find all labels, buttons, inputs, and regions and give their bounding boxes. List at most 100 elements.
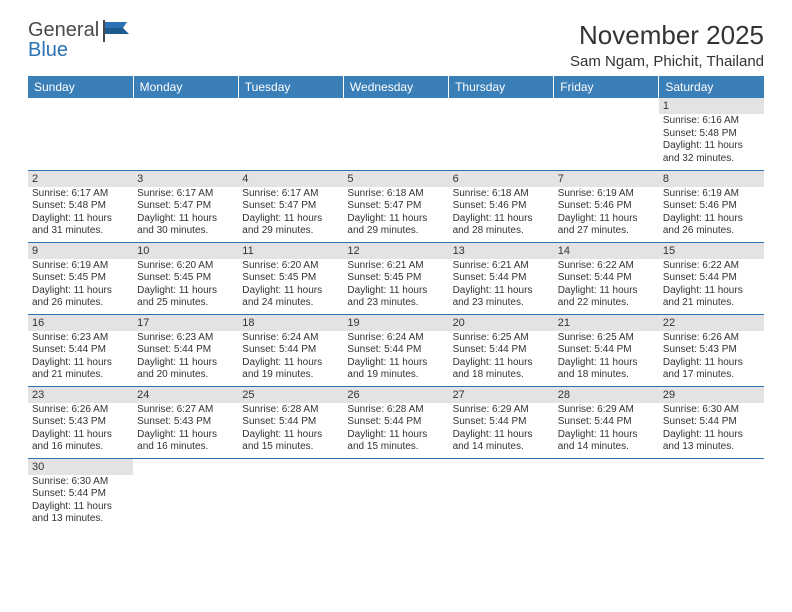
day-number: 14: [554, 243, 659, 259]
calendar-cell: 6Sunrise: 6:18 AMSunset: 5:46 PMDaylight…: [449, 170, 554, 242]
calendar-cell: [449, 458, 554, 530]
logo-word-gray: General: [28, 19, 99, 41]
calendar-cell: 7Sunrise: 6:19 AMSunset: 5:46 PMDaylight…: [554, 170, 659, 242]
day-number: 21: [554, 315, 659, 331]
calendar-row: 16Sunrise: 6:23 AMSunset: 5:44 PMDayligh…: [28, 314, 764, 386]
calendar-cell: [554, 98, 659, 170]
day-info: Sunrise: 6:19 AMSunset: 5:46 PMDaylight:…: [554, 187, 659, 241]
calendar-cell: [343, 458, 448, 530]
day-number: 30: [28, 459, 133, 475]
calendar-cell: [28, 98, 133, 170]
calendar-row: 23Sunrise: 6:26 AMSunset: 5:43 PMDayligh…: [28, 386, 764, 458]
title-block: November 2025 Sam Ngam, Phichit, Thailan…: [570, 20, 764, 70]
day-number: 28: [554, 387, 659, 403]
calendar-table: SundayMondayTuesdayWednesdayThursdayFrid…: [28, 76, 764, 530]
day-info: Sunrise: 6:17 AMSunset: 5:47 PMDaylight:…: [133, 187, 238, 241]
calendar-body: 1Sunrise: 6:16 AMSunset: 5:48 PMDaylight…: [28, 98, 764, 530]
calendar-cell: 9Sunrise: 6:19 AMSunset: 5:45 PMDaylight…: [28, 242, 133, 314]
day-info: Sunrise: 6:18 AMSunset: 5:46 PMDaylight:…: [449, 187, 554, 241]
day-number: 23: [28, 387, 133, 403]
day-info: Sunrise: 6:26 AMSunset: 5:43 PMDaylight:…: [659, 331, 764, 385]
day-info: Sunrise: 6:17 AMSunset: 5:47 PMDaylight:…: [238, 187, 343, 241]
day-number: 26: [343, 387, 448, 403]
day-header: Tuesday: [238, 76, 343, 98]
day-info: Sunrise: 6:17 AMSunset: 5:48 PMDaylight:…: [28, 187, 133, 241]
calendar-cell: 17Sunrise: 6:23 AMSunset: 5:44 PMDayligh…: [133, 314, 238, 386]
header: General Blue November 2025 Sam Ngam, Phi…: [28, 20, 764, 70]
calendar-row: 1Sunrise: 6:16 AMSunset: 5:48 PMDaylight…: [28, 98, 764, 170]
day-info: Sunrise: 6:27 AMSunset: 5:43 PMDaylight:…: [133, 403, 238, 457]
calendar-cell: 26Sunrise: 6:28 AMSunset: 5:44 PMDayligh…: [343, 386, 448, 458]
day-info: Sunrise: 6:28 AMSunset: 5:44 PMDaylight:…: [343, 403, 448, 457]
day-number: 22: [659, 315, 764, 331]
day-info: Sunrise: 6:26 AMSunset: 5:43 PMDaylight:…: [28, 403, 133, 457]
calendar-cell: 15Sunrise: 6:22 AMSunset: 5:44 PMDayligh…: [659, 242, 764, 314]
calendar-row: 30Sunrise: 6:30 AMSunset: 5:44 PMDayligh…: [28, 458, 764, 530]
calendar-cell: [449, 98, 554, 170]
calendar-cell: [133, 458, 238, 530]
day-number: 11: [238, 243, 343, 259]
calendar-cell: [238, 98, 343, 170]
calendar-row: 9Sunrise: 6:19 AMSunset: 5:45 PMDaylight…: [28, 242, 764, 314]
day-number: 16: [28, 315, 133, 331]
day-info: Sunrise: 6:25 AMSunset: 5:44 PMDaylight:…: [449, 331, 554, 385]
day-info: Sunrise: 6:25 AMSunset: 5:44 PMDaylight:…: [554, 331, 659, 385]
day-header: Monday: [133, 76, 238, 98]
day-number: 2: [28, 171, 133, 187]
calendar-cell: 3Sunrise: 6:17 AMSunset: 5:47 PMDaylight…: [133, 170, 238, 242]
day-number: 15: [659, 243, 764, 259]
day-number: 1: [659, 98, 764, 114]
calendar-cell: [659, 458, 764, 530]
logo-word-blue: Blue: [28, 39, 68, 61]
calendar-row: 2Sunrise: 6:17 AMSunset: 5:48 PMDaylight…: [28, 170, 764, 242]
calendar-cell: 2Sunrise: 6:17 AMSunset: 5:48 PMDaylight…: [28, 170, 133, 242]
day-info: Sunrise: 6:23 AMSunset: 5:44 PMDaylight:…: [28, 331, 133, 385]
day-info: Sunrise: 6:20 AMSunset: 5:45 PMDaylight:…: [238, 259, 343, 313]
day-info: Sunrise: 6:24 AMSunset: 5:44 PMDaylight:…: [238, 331, 343, 385]
day-number: 3: [133, 171, 238, 187]
day-number: 24: [133, 387, 238, 403]
day-info: Sunrise: 6:19 AMSunset: 5:45 PMDaylight:…: [28, 259, 133, 313]
calendar-header-row: SundayMondayTuesdayWednesdayThursdayFrid…: [28, 76, 764, 98]
calendar-cell: [554, 458, 659, 530]
day-number: 8: [659, 171, 764, 187]
day-number: 29: [659, 387, 764, 403]
calendar-cell: 19Sunrise: 6:24 AMSunset: 5:44 PMDayligh…: [343, 314, 448, 386]
calendar-cell: 28Sunrise: 6:29 AMSunset: 5:44 PMDayligh…: [554, 386, 659, 458]
calendar-cell: [238, 458, 343, 530]
calendar-cell: 8Sunrise: 6:19 AMSunset: 5:46 PMDaylight…: [659, 170, 764, 242]
day-info: Sunrise: 6:22 AMSunset: 5:44 PMDaylight:…: [659, 259, 764, 313]
calendar-cell: [133, 98, 238, 170]
day-number: 6: [449, 171, 554, 187]
location: Sam Ngam, Phichit, Thailand: [570, 53, 764, 70]
day-info: Sunrise: 6:29 AMSunset: 5:44 PMDaylight:…: [554, 403, 659, 457]
day-info: Sunrise: 6:19 AMSunset: 5:46 PMDaylight:…: [659, 187, 764, 241]
day-header: Thursday: [449, 76, 554, 98]
day-number: 17: [133, 315, 238, 331]
calendar-cell: 4Sunrise: 6:17 AMSunset: 5:47 PMDaylight…: [238, 170, 343, 242]
day-info: Sunrise: 6:30 AMSunset: 5:44 PMDaylight:…: [659, 403, 764, 457]
calendar-cell: 10Sunrise: 6:20 AMSunset: 5:45 PMDayligh…: [133, 242, 238, 314]
day-info: Sunrise: 6:24 AMSunset: 5:44 PMDaylight:…: [343, 331, 448, 385]
calendar-cell: 11Sunrise: 6:20 AMSunset: 5:45 PMDayligh…: [238, 242, 343, 314]
day-info: Sunrise: 6:28 AMSunset: 5:44 PMDaylight:…: [238, 403, 343, 457]
day-number: 25: [238, 387, 343, 403]
calendar-cell: [343, 98, 448, 170]
calendar-cell: 29Sunrise: 6:30 AMSunset: 5:44 PMDayligh…: [659, 386, 764, 458]
day-header: Wednesday: [343, 76, 448, 98]
day-header: Sunday: [28, 76, 133, 98]
day-info: Sunrise: 6:21 AMSunset: 5:45 PMDaylight:…: [343, 259, 448, 313]
calendar-cell: 24Sunrise: 6:27 AMSunset: 5:43 PMDayligh…: [133, 386, 238, 458]
day-info: Sunrise: 6:23 AMSunset: 5:44 PMDaylight:…: [133, 331, 238, 385]
calendar-cell: 16Sunrise: 6:23 AMSunset: 5:44 PMDayligh…: [28, 314, 133, 386]
day-info: Sunrise: 6:20 AMSunset: 5:45 PMDaylight:…: [133, 259, 238, 313]
calendar-cell: 23Sunrise: 6:26 AMSunset: 5:43 PMDayligh…: [28, 386, 133, 458]
day-header: Friday: [554, 76, 659, 98]
day-number: 7: [554, 171, 659, 187]
calendar-cell: 14Sunrise: 6:22 AMSunset: 5:44 PMDayligh…: [554, 242, 659, 314]
calendar-cell: 27Sunrise: 6:29 AMSunset: 5:44 PMDayligh…: [449, 386, 554, 458]
calendar-cell: 21Sunrise: 6:25 AMSunset: 5:44 PMDayligh…: [554, 314, 659, 386]
month-title: November 2025: [570, 20, 764, 51]
calendar-cell: 12Sunrise: 6:21 AMSunset: 5:45 PMDayligh…: [343, 242, 448, 314]
calendar-cell: 1Sunrise: 6:16 AMSunset: 5:48 PMDaylight…: [659, 98, 764, 170]
